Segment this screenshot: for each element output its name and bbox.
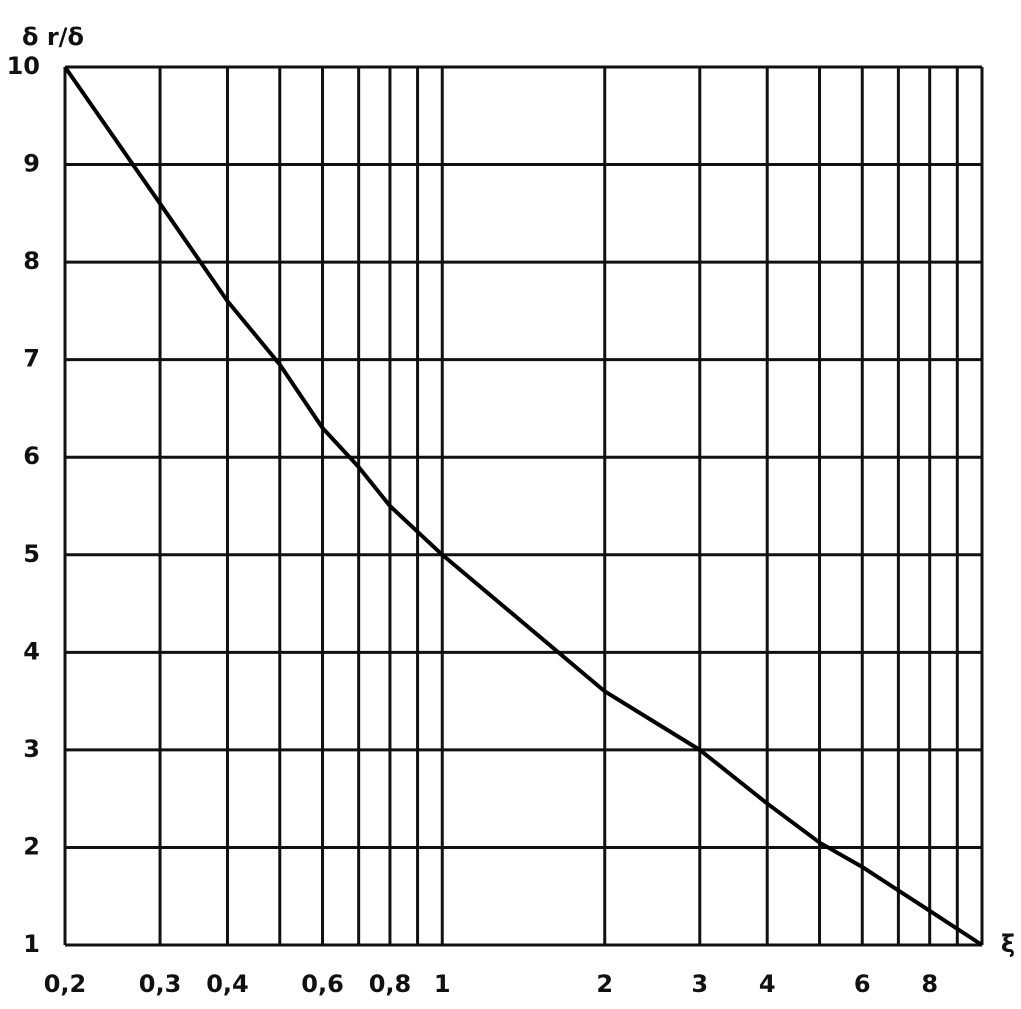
- y-tick-label: 2: [23, 832, 40, 860]
- x-axis-label: ξ: [1001, 930, 1015, 958]
- y-tick-label: 8: [23, 247, 40, 275]
- x-tick-label: 3: [691, 970, 708, 998]
- y-tick-label: 7: [23, 345, 40, 373]
- x-tick-label: 0,6: [301, 970, 344, 998]
- y-tick-label: 4: [23, 637, 40, 665]
- x-tick-label: 0,4: [206, 970, 249, 998]
- x-tick-label: 6: [854, 970, 871, 998]
- y-tick-label: 1: [23, 930, 40, 958]
- x-tick-label: 2: [596, 970, 613, 998]
- x-tick-label: 0,3: [139, 970, 182, 998]
- y-tick-label: 9: [23, 150, 40, 178]
- x-tick-label: 8: [921, 970, 938, 998]
- y-tick-label: 10: [7, 52, 40, 80]
- y-tick-label: 5: [23, 540, 40, 568]
- y-tick-label: 3: [23, 735, 40, 763]
- y-axis-label: δ r/δ: [22, 23, 84, 51]
- line: [63, 65, 984, 947]
- y-tick-label: 6: [23, 442, 40, 470]
- x-tick-label: 0,2: [44, 970, 87, 998]
- x-tick-label: 4: [759, 970, 776, 998]
- x-tick-label: 0,8: [369, 970, 412, 998]
- x-tick-label: 1: [434, 970, 451, 998]
